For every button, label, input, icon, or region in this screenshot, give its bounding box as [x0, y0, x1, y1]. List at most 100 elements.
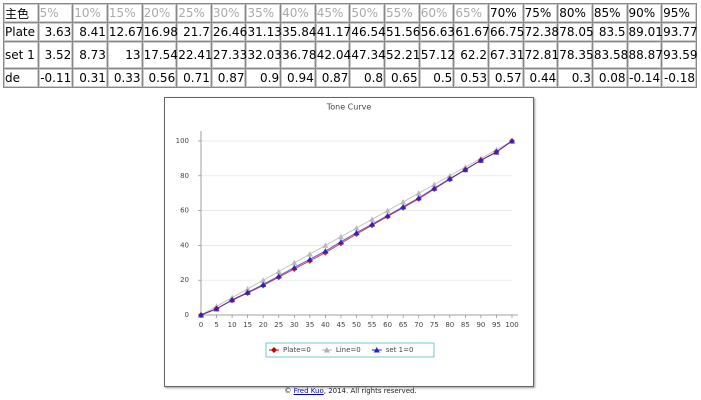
- table-cell: 13: [106, 41, 143, 69]
- table-cell: 56.63: [418, 22, 455, 42]
- chart: Tone Curve 0 20 40 60 80 100 0 5 10 15 20 25 30 35 40 4…: [176, 103, 519, 358]
- table-row: 主色 5% 10% 15% 20% 25% 30% 35% 40% 45% 50% 55% 60% 65%…: [3, 3, 697, 23]
- table-cell: 0.3: [557, 68, 593, 88]
- legend-marker: [323, 347, 330, 353]
- x-tick-label: 65: [399, 321, 408, 329]
- table-cell: 0.94: [280, 68, 316, 88]
- table-cell: 30%: [210, 3, 247, 23]
- table-cell: 72.81: [522, 41, 559, 69]
- point: [369, 216, 376, 222]
- table-cell: 51.56: [384, 22, 420, 42]
- table-cell: 0.33: [106, 68, 143, 88]
- y-tick-label: 20: [180, 276, 189, 284]
- point: [415, 190, 422, 196]
- table-cell: 61.67: [453, 22, 490, 42]
- y-tick-label: 100: [176, 137, 189, 145]
- x-tick-label: 35: [305, 321, 314, 329]
- table-cell: 0.57: [487, 68, 524, 88]
- point: [384, 212, 391, 219]
- table-cell: 78.35: [557, 41, 594, 69]
- table-cell: 47.34: [349, 41, 386, 69]
- table-cell: 10%: [72, 3, 108, 23]
- table-cell: 8.41: [72, 22, 108, 42]
- point: [446, 172, 453, 179]
- table-cell: 主色: [3, 3, 39, 23]
- table-cell: 88.87: [626, 41, 663, 69]
- point: [260, 277, 267, 283]
- table-cell: 0.44: [522, 68, 559, 88]
- table-cell: -0.14: [626, 68, 663, 88]
- point: [322, 248, 329, 254]
- table-cell: 8.73: [72, 41, 108, 69]
- point: [353, 229, 360, 236]
- table-cell: 22.41: [176, 41, 213, 69]
- table-cell: 0.53: [453, 68, 489, 88]
- table-cell: 0.8: [349, 68, 386, 88]
- point: [477, 157, 484, 163]
- table-cell: 0.08: [591, 68, 628, 88]
- table-cell: de: [3, 68, 39, 88]
- point: [275, 268, 282, 274]
- table-cell: 90%: [626, 3, 663, 23]
- table-cell: 67.31: [487, 41, 524, 69]
- table-row: set 1 3.52 8.73 13 17.54 22.41 27.33 32.03 36.78…: [3, 41, 698, 69]
- table-cell: 15%: [106, 3, 143, 23]
- table-cell: 83.58: [591, 41, 628, 69]
- legend-label: Plate=0: [283, 346, 311, 354]
- table-cell: 72.38: [522, 22, 559, 42]
- point: [509, 138, 515, 144]
- point: [306, 251, 313, 257]
- table-cell: 70%: [487, 3, 524, 23]
- legend-marker: [271, 347, 277, 353]
- table-cell: 21.7: [176, 22, 212, 42]
- table-cell: 35.84: [280, 22, 316, 42]
- x-tick-label: 50: [352, 321, 361, 329]
- table-cell: 35%: [245, 3, 282, 23]
- table-cell: 41.17: [314, 22, 351, 42]
- table-cell: set 1: [3, 41, 39, 69]
- table-cell: Plate: [3, 22, 39, 42]
- table-cell: 50%: [349, 3, 386, 23]
- table-cell: 26.46: [210, 22, 247, 42]
- table-cell: 20%: [141, 3, 178, 23]
- x-tick-label: 25: [274, 321, 283, 329]
- point: [244, 285, 251, 292]
- x-tick-label: 60: [383, 321, 392, 329]
- x-tick-label: 100: [505, 321, 518, 329]
- table-cell: 0.9: [245, 68, 282, 88]
- table-cell: 17.54: [141, 41, 178, 69]
- point: [275, 273, 282, 279]
- x-tick-label: 40: [321, 321, 330, 329]
- footer-text: , 2014. All rights reserved.: [323, 387, 417, 395]
- table-cell: 65%: [453, 3, 489, 23]
- y-tick-label: 0: [185, 311, 189, 319]
- point: [337, 238, 344, 245]
- x-tick-label: 0: [199, 321, 203, 329]
- x-tick-label: 75: [430, 321, 439, 329]
- legend-label: set 1=0: [386, 346, 414, 354]
- point: [493, 149, 500, 155]
- point: [291, 259, 298, 266]
- author-link[interactable]: Fred Kuo: [293, 387, 324, 395]
- table-cell: 36.78: [280, 41, 316, 69]
- point: [384, 207, 391, 214]
- point: [198, 312, 204, 318]
- table-cell: 0.56: [141, 68, 178, 88]
- x-tick-label: 90: [476, 321, 485, 329]
- footer: © Fred Kuo, 2014. All rights reserved.: [0, 387, 701, 395]
- point: [431, 181, 438, 187]
- table-cell: 12.67: [106, 22, 143, 42]
- table-cell: 78.05: [557, 22, 594, 42]
- y-tick-label: 60: [180, 207, 189, 215]
- table-cell: -0.11: [37, 68, 74, 88]
- x-tick-label: 15: [243, 321, 252, 329]
- point: [291, 264, 298, 270]
- point: [400, 203, 407, 210]
- point: [400, 198, 407, 205]
- legend-box: [265, 342, 435, 358]
- table-cell: 95%: [661, 3, 697, 23]
- x-tick-label: 45: [336, 321, 345, 329]
- copyright-sign: ©: [284, 387, 292, 395]
- point: [229, 296, 236, 303]
- y-tick-label: 40: [180, 241, 189, 249]
